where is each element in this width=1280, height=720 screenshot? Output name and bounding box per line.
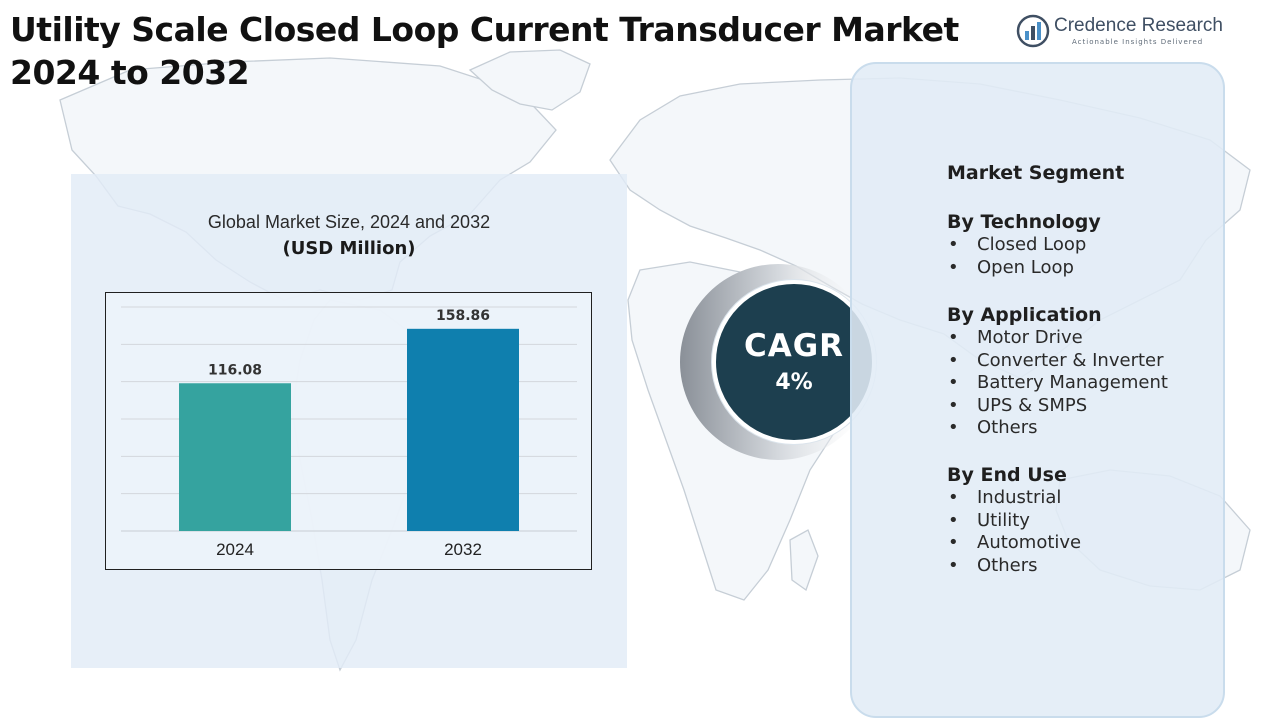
segment-list: • Motor Drive • Converter & Inverter • Batt… [947, 327, 1168, 440]
bar-chart-canvas: 116.08 2024 158.86 2032 [121, 306, 577, 559]
x-tick-label: 2024 [216, 540, 254, 559]
cagr-value: 4% [775, 370, 813, 395]
bar-chart-logo-icon [1016, 14, 1050, 48]
segment-heading: Market Segment [947, 162, 1125, 184]
x-tick-label: 2032 [444, 540, 482, 559]
segment-item: • Industrial [948, 487, 1062, 508]
cagr-badge: CAGR 4% [712, 280, 876, 444]
chart-title: Global Market Size, 2024 and 2032 [207, 212, 491, 232]
brand-logo: Credence Research Actionable Insights De… [1016, 14, 1236, 50]
segment-item: • Others [948, 554, 1038, 576]
brand-name: Credence Research [1054, 15, 1223, 36]
segment-group-title: By Application [947, 304, 1102, 326]
segment-item: • Automotive [948, 532, 1082, 554]
segment-item: • UPS & SMPS [948, 394, 1088, 416]
segment-item: • Converter & Inverter [948, 349, 1164, 371]
segment-item: • Others [948, 417, 1038, 439]
segment-item: • Battery Management [948, 372, 1168, 394]
segment-group-title: By Technology [947, 211, 1101, 233]
segment-group-title: By End Use [947, 464, 1067, 486]
chart-unit: (USD Million) [282, 238, 416, 259]
bar-chart: 116.08 2024 158.86 2032 [105, 292, 592, 570]
segment-item: • Utility [948, 509, 1030, 531]
bar-value-label: 116.08 [208, 362, 262, 378]
segment-item: • Open Loop [948, 256, 1074, 278]
segment-panel [850, 62, 1225, 718]
cagr-label: CAGR [743, 328, 845, 364]
bar-2024 [179, 383, 291, 531]
segment-item: • Motor Drive [948, 327, 1083, 348]
segment-group-technology: By Technology • Closed Loop • Open Loop [947, 210, 1101, 279]
segment-group-end-use: By End Use • Industrial • Utility • Automot… [947, 463, 1081, 577]
bar-2032 [407, 328, 519, 531]
segment-list: • Industrial • Utility • Automotive • Others [947, 487, 1081, 577]
brand-tagline: Actionable Insights Delivered [1072, 38, 1204, 46]
page-title: Utility Scale Closed Loop Current Transd… [10, 10, 959, 92]
bar-value-label: 158.86 [436, 308, 490, 324]
segment-item: • Closed Loop [948, 234, 1087, 255]
segment-list: • Closed Loop • Open Loop [947, 234, 1101, 279]
segment-group-application: By Application • Motor Drive • Converter &… [947, 303, 1168, 440]
